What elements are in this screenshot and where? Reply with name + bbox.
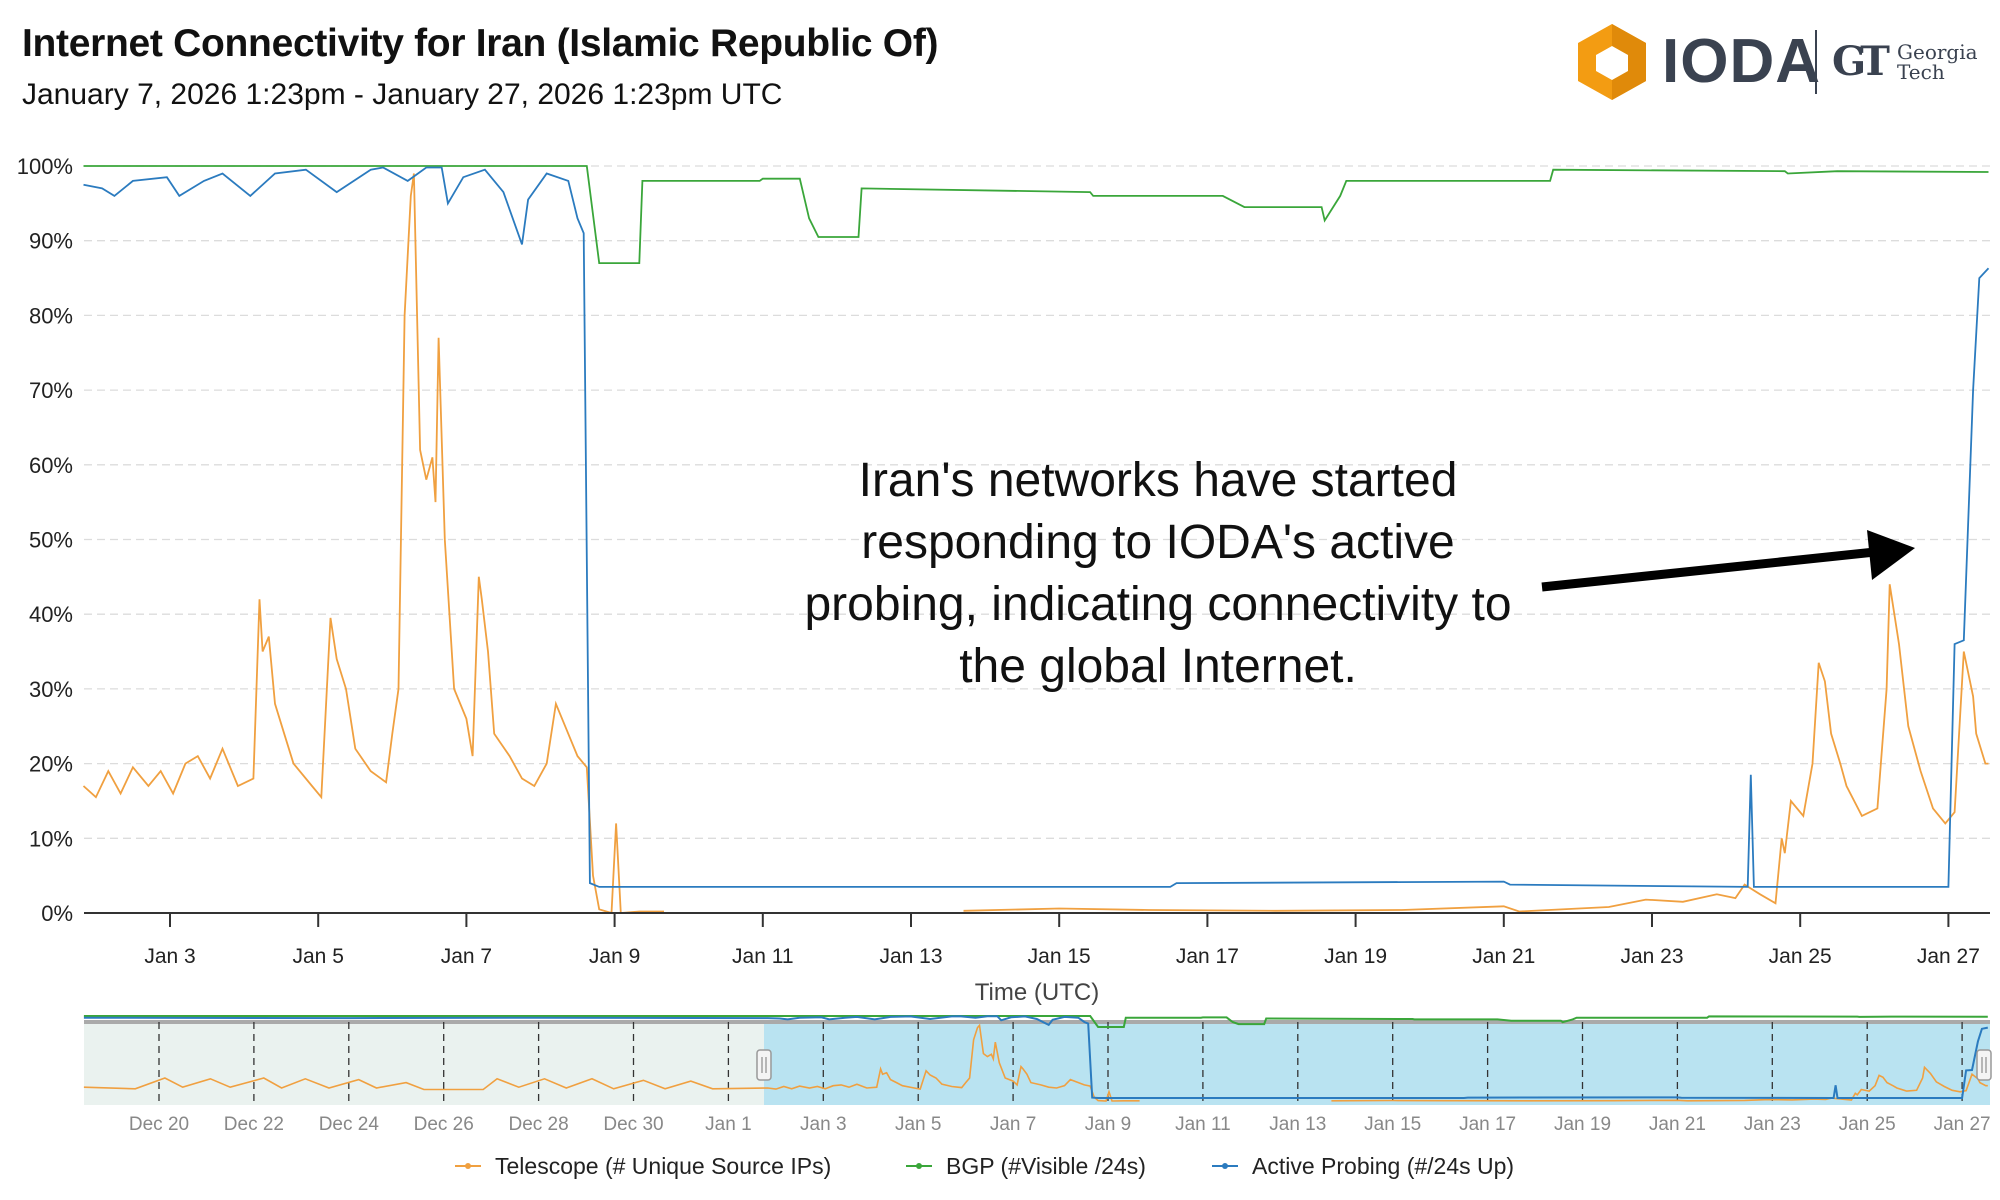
x-tick-label: Jan 3 (144, 945, 195, 968)
annotation: Iran's networks have started responding … (804, 454, 1915, 693)
navigator-tick-label: Jan 3 (800, 1114, 846, 1135)
navigator-tick-label: Dec 30 (603, 1114, 663, 1135)
annotation-line: the global Internet. (959, 640, 1357, 693)
navigator-tick-label: Jan 7 (990, 1114, 1036, 1135)
navigator-tick-label: Jan 13 (1269, 1114, 1326, 1135)
x-tick-label: Jan 21 (1472, 945, 1535, 968)
y-tick-label: 90% (29, 229, 73, 254)
navigator-tick-label: Jan 15 (1364, 1114, 1421, 1135)
x-tick-label: Jan 17 (1176, 945, 1239, 968)
navigator-telescope-line (83, 1023, 1988, 1102)
bgp-line (83, 165, 1989, 264)
page-title: Internet Connectivity for Iran (Islamic … (22, 22, 939, 65)
navigator-tick-label: Jan 1 (705, 1114, 751, 1135)
navigator-right-handle[interactable] (1976, 1049, 1992, 1081)
gt-line2: Tech (1897, 60, 1945, 84)
x-tick-label: Jan 15 (1028, 945, 1091, 968)
x-tick-label: Jan 7 (441, 945, 492, 968)
legend-label: Active Probing (#/24s Up) (1252, 1153, 1514, 1179)
legend-marker (1222, 1163, 1228, 1169)
x-tick-label: Jan 27 (1917, 945, 1980, 968)
legend-marker (916, 1163, 922, 1169)
series-lines (82, 165, 1990, 915)
date-range: January 7, 2026 1:23pm - January 27, 202… (22, 78, 783, 111)
gt-line1: Georgia (1897, 40, 1978, 64)
y-tick-label: 60% (29, 453, 73, 478)
georgia-tech-text: Georgia Tech (1897, 42, 1978, 82)
y-tick-label: 30% (29, 677, 73, 702)
legend-item-active-probing[interactable]: Active Probing (#/24s Up) (1212, 1153, 1514, 1179)
logo: IODA GT Georgia Tech (1572, 22, 1992, 102)
navigator-tick-label: Jan 23 (1744, 1114, 1801, 1135)
logo-divider (1815, 30, 1817, 94)
annotation-line: Iran's networks have started (859, 454, 1458, 507)
x-tick-label: Jan 5 (293, 945, 344, 968)
y-grid (84, 165, 1990, 839)
navigator-bgp-line (83, 1015, 1988, 1028)
legend-label: BGP (#Visible /24s) (946, 1153, 1146, 1179)
active-probing-line (83, 166, 1990, 888)
y-axis-labels: 0% 10% 20% 30% 40% 50% 60% 70% 80% 90% 100% (17, 154, 73, 926)
annotation-arrow-head (1867, 530, 1915, 580)
gt-logo-mark: GT (1832, 38, 1890, 85)
legend-item-telescope[interactable]: Telescope (# Unique Source IPs) (455, 1153, 831, 1179)
navigator-tick-label: Jan 9 (1085, 1114, 1131, 1135)
ioda-logo-text: IODA (1662, 27, 1821, 96)
annotation-line: responding to IODA's active (861, 516, 1454, 569)
navigator-tick-label: Jan 17 (1459, 1114, 1516, 1135)
x-tick-label: Jan 23 (1620, 945, 1683, 968)
navigator-tick-label: Jan 19 (1554, 1114, 1611, 1135)
navigator-left-handle[interactable] (756, 1049, 772, 1081)
legend-label: Telescope (# Unique Source IPs) (495, 1153, 831, 1179)
annotation-arrow-shaft (1541, 547, 1876, 592)
navigator-tick-label: Jan 11 (1175, 1114, 1231, 1135)
x-tick-label: Jan 19 (1324, 945, 1387, 968)
navigator-tick-label: Dec 22 (224, 1114, 284, 1135)
x-axis-title: Time (UTC) (975, 979, 1099, 1006)
ioda-hexagon-icon (1578, 24, 1646, 100)
navigator: Dec 20 Dec 22 Dec 24 Dec 26 Dec 28 Dec 30 Jan … (83, 1015, 1992, 1135)
navigator-tick-label: Dec 20 (129, 1114, 189, 1135)
y-tick-label: 70% (29, 378, 73, 403)
navigator-tick-label: Dec 26 (414, 1114, 474, 1135)
navigator-tick-label: Jan 27 (1934, 1114, 1991, 1135)
telescope-line (82, 173, 1989, 915)
y-tick-label: 0% (41, 901, 73, 926)
y-tick-label: 10% (29, 826, 73, 851)
x-axis: Jan 3 Jan 5 Jan 7 Jan 9 Jan 11 Jan 13 Jan 15 Ja… (84, 912, 1990, 968)
navigator-tick-label: Jan 21 (1649, 1114, 1706, 1135)
x-tick-label: Jan 9 (589, 945, 640, 968)
y-tick-label: 100% (17, 154, 73, 179)
navigator-selected-area (763, 1022, 1990, 1105)
annotation-line: probing, indicating connectivity to (804, 578, 1511, 631)
y-tick-label: 50% (29, 528, 73, 553)
navigator-active-probing-line (83, 1015, 1988, 1100)
y-tick-label: 20% (29, 752, 73, 777)
navigator-unselected-area (84, 1022, 764, 1105)
y-tick-label: 80% (29, 303, 73, 328)
x-tick-label: Jan 11 (732, 945, 794, 968)
legend-item-bgp[interactable]: BGP (#Visible /24s) (906, 1153, 1146, 1179)
legend-marker (465, 1163, 471, 1169)
x-tick-label: Jan 25 (1769, 945, 1832, 968)
navigator-tick-label: Jan 5 (895, 1114, 941, 1135)
x-tick-label: Jan 13 (879, 945, 942, 968)
navigator-tick-label: Dec 24 (319, 1114, 380, 1135)
y-tick-label: 40% (29, 602, 73, 627)
legend: Telescope (# Unique Source IPs) BGP (#Vis… (455, 1153, 1514, 1179)
navigator-tick-label: Jan 25 (1839, 1114, 1896, 1135)
navigator-tick-label: Dec 28 (508, 1114, 568, 1135)
